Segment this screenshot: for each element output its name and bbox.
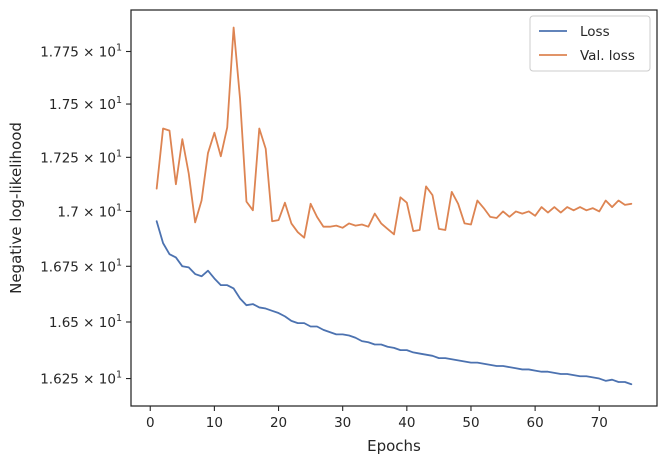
y-tick-label: 1.75 × 101 xyxy=(49,95,122,113)
y-tick-mantissa: 1.625 xyxy=(40,372,79,388)
x-tick-label: 60 xyxy=(527,415,544,431)
y-tick-exponent: 1 xyxy=(116,202,122,213)
y-tick-exponent: 1 xyxy=(116,148,122,159)
series-line-val-loss xyxy=(155,26,633,239)
y-tick-base: × 10 xyxy=(79,45,116,61)
x-axis-label: Epochs xyxy=(367,437,421,455)
x-tick-label: 10 xyxy=(206,415,223,431)
x-axis: 0 10 20 30 40 50 60 70 xyxy=(146,406,608,431)
y-tick-mantissa: 1.675 xyxy=(40,259,79,275)
y-tick-exponent: 1 xyxy=(116,95,122,106)
x-tick-label: 40 xyxy=(398,415,415,431)
y-tick-base: × 10 xyxy=(79,259,116,275)
y-tick-exponent: 1 xyxy=(116,370,122,381)
y-tick-label: 1.775 × 101 xyxy=(40,43,122,61)
y-tick-mantissa: 1.775 xyxy=(40,45,79,61)
x-tick-label: 0 xyxy=(146,415,155,431)
y-tick-label: 1.675 × 101 xyxy=(40,257,122,275)
y-tick-base: × 10 xyxy=(79,97,116,113)
x-tick-label: 50 xyxy=(462,415,479,431)
y-tick-mantissa: 1.75 xyxy=(49,97,79,113)
y-axis-label: Negative log-likelihood xyxy=(7,122,25,294)
y-tick-label: 1.65 × 101 xyxy=(49,313,122,331)
y-tick-exponent: 1 xyxy=(116,43,122,54)
x-tick-label: 30 xyxy=(334,415,351,431)
y-tick-label: 1.7 × 101 xyxy=(57,202,122,220)
y-tick-exponent: 1 xyxy=(116,257,122,268)
y-tick-mantissa: 1.7 xyxy=(57,204,78,220)
y-tick-label: 1.725 × 101 xyxy=(40,148,122,166)
series-line-loss xyxy=(155,220,633,386)
legend-label-val-loss: Val. loss xyxy=(580,48,635,64)
x-tick-label: 70 xyxy=(591,415,608,431)
plot-frame xyxy=(130,9,658,407)
y-tick-label: 1.625 × 101 xyxy=(40,370,122,388)
y-tick-exponent: 1 xyxy=(116,313,122,324)
legend: Loss Val. loss xyxy=(529,15,651,72)
y-tick-base: × 10 xyxy=(79,372,116,388)
legend-box xyxy=(529,15,651,72)
legend-label-loss: Loss xyxy=(580,24,610,40)
y-tick-base: × 10 xyxy=(79,315,116,331)
y-tick-base: × 10 xyxy=(79,150,116,166)
x-tick-label: 20 xyxy=(270,415,287,431)
y-tick-base: × 10 xyxy=(79,204,116,220)
series-layer xyxy=(155,26,633,386)
y-tick-mantissa: 1.725 xyxy=(40,150,79,166)
y-tick-mantissa: 1.65 xyxy=(49,315,79,331)
